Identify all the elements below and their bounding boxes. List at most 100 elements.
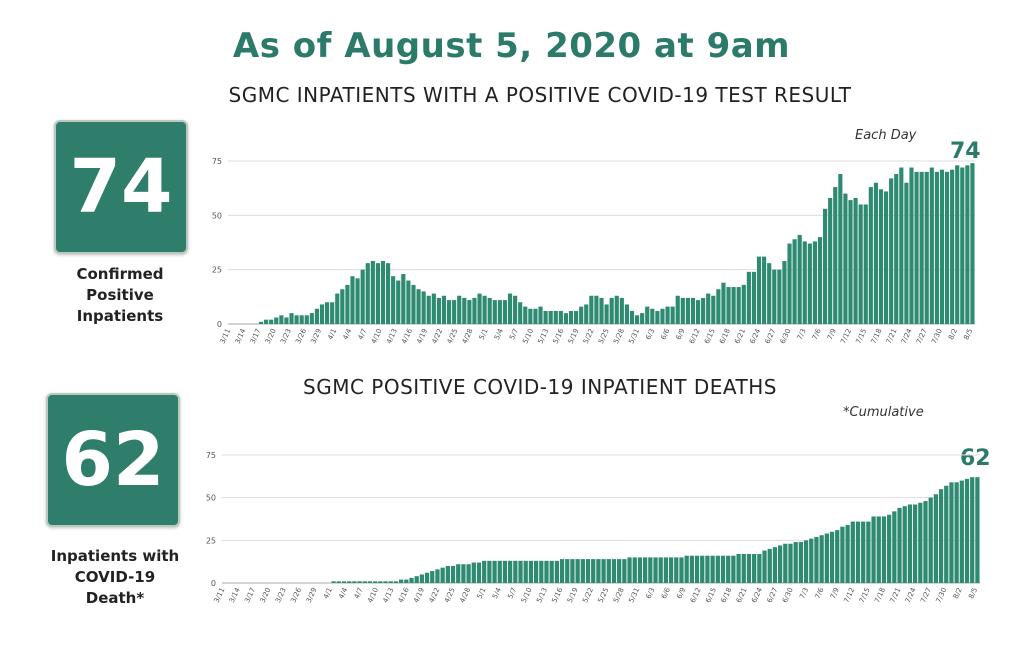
chart1-bar [604, 304, 609, 324]
chart1-bar [650, 308, 655, 324]
chart1-bar [914, 171, 919, 324]
caption-line: Confirmed [76, 265, 164, 283]
chart1-bar [345, 284, 350, 324]
chart1-bar [716, 289, 721, 324]
chart1-bar [960, 167, 965, 324]
chart1-bar [563, 313, 569, 324]
chart1-bar [472, 297, 477, 324]
chart1-bar [848, 200, 853, 324]
chart1-bar [518, 302, 523, 324]
chart2-xtick-label: 5/7 [506, 586, 518, 600]
chart2-bar [383, 581, 388, 583]
chart2-xtick-label: 3/29 [305, 586, 319, 604]
chart2-xtick-label: 7/9 [829, 586, 841, 600]
chart2-xtick-label: 7/18 [873, 586, 887, 604]
chart2-xtick-label: 7/24 [904, 586, 918, 604]
chart1-bar [675, 295, 680, 324]
chart2-bar [622, 559, 627, 583]
chart2-bar [518, 560, 523, 583]
chart2-xtick-label: 6/6 [660, 586, 672, 600]
chart2-bar [663, 557, 669, 583]
chart1-bar [279, 315, 284, 324]
chart1-bar [421, 291, 426, 324]
chart1-bar [309, 313, 314, 324]
chart1-bar [787, 243, 792, 324]
chart1-bar [889, 178, 894, 324]
chart1-bar [939, 169, 945, 324]
chart2-bar [347, 581, 352, 583]
chart2-xtick-label: 6/9 [675, 586, 687, 600]
chart2-bar [892, 511, 897, 583]
chart1-ytick-label: 50 [212, 211, 222, 220]
chart1-bar [736, 287, 741, 324]
chart2-bar [445, 565, 450, 583]
caption-line: Positive [86, 286, 154, 304]
chart2-xtick-label: 8/2 [952, 586, 964, 600]
chart2-bar [845, 524, 850, 583]
chart2-bar [767, 548, 772, 583]
chart2-bar [710, 555, 715, 583]
chart1-bar [767, 263, 772, 324]
chart2-bar [658, 557, 663, 583]
chart2-bar [575, 559, 580, 583]
chart1-bar [411, 284, 416, 324]
chart2-bar [461, 564, 466, 583]
chart1-bar [660, 308, 665, 324]
chart1-bar [355, 278, 360, 324]
chart2-xtick-label: 7/12 [842, 586, 856, 604]
chart1-bar [731, 287, 736, 324]
caption-line: COVID-19 [74, 568, 156, 586]
chart1-bar [929, 167, 934, 324]
chart1-ytick-label: 25 [212, 266, 222, 275]
chart2-bar [388, 581, 393, 583]
chart2-xtick-label: 5/1 [476, 586, 488, 600]
chart2-bar [565, 559, 570, 583]
chart2-xtick-label: 8/5 [967, 586, 979, 600]
chart2-bar [819, 535, 824, 583]
chart2-bar [835, 530, 840, 583]
chart2-bar [949, 482, 954, 583]
chart2-bar [762, 550, 767, 583]
chart2-xtick-label: 4/19 [412, 586, 426, 604]
chart2-xtick-label: 4/25 [443, 586, 457, 604]
chart1-bar [614, 295, 619, 324]
chart1-bar [695, 300, 701, 324]
chart1-bar [807, 243, 812, 324]
chart1-bar [502, 300, 508, 324]
chart2-xtick-label: 4/16 [397, 586, 411, 604]
chart1-bar [904, 182, 909, 324]
chart1-bar [396, 280, 401, 324]
chart1-bar [487, 297, 492, 324]
chart2-xtick-label: 7/15 [858, 586, 872, 604]
chart2-bar [700, 555, 705, 583]
chart1-bar [655, 310, 660, 324]
chart1-bar [350, 276, 355, 324]
chart2-bar [554, 560, 559, 583]
chart2-bar [726, 555, 731, 583]
chart1-bar [828, 197, 833, 324]
chart2-bar [601, 559, 606, 583]
chart1-bar [401, 274, 406, 324]
chart2-bar [544, 560, 549, 583]
chart1-bar [258, 321, 264, 324]
chart2-bar [902, 506, 907, 583]
chart1-bar [574, 310, 579, 324]
chart2-bar [591, 559, 596, 583]
chart1-bar [883, 191, 889, 324]
chart1-bar [868, 187, 873, 324]
chart2-bar [508, 560, 513, 583]
chart2-bar [539, 560, 544, 583]
chart2-bar [476, 562, 482, 583]
chart2-bar [611, 559, 617, 583]
chart2-xtick-label: 6/15 [704, 586, 718, 604]
chart2-xtick-label: 3/23 [274, 586, 288, 604]
chart2-bar [419, 574, 425, 583]
chart1-bar [670, 306, 675, 324]
chart2-xtick-label: 4/4 [337, 586, 349, 600]
chart2-xtick-label: 5/31 [627, 586, 641, 604]
chart2-xtick-label: 5/4 [491, 586, 503, 600]
chart1-bar [726, 287, 731, 324]
chart2-bar [559, 559, 565, 583]
